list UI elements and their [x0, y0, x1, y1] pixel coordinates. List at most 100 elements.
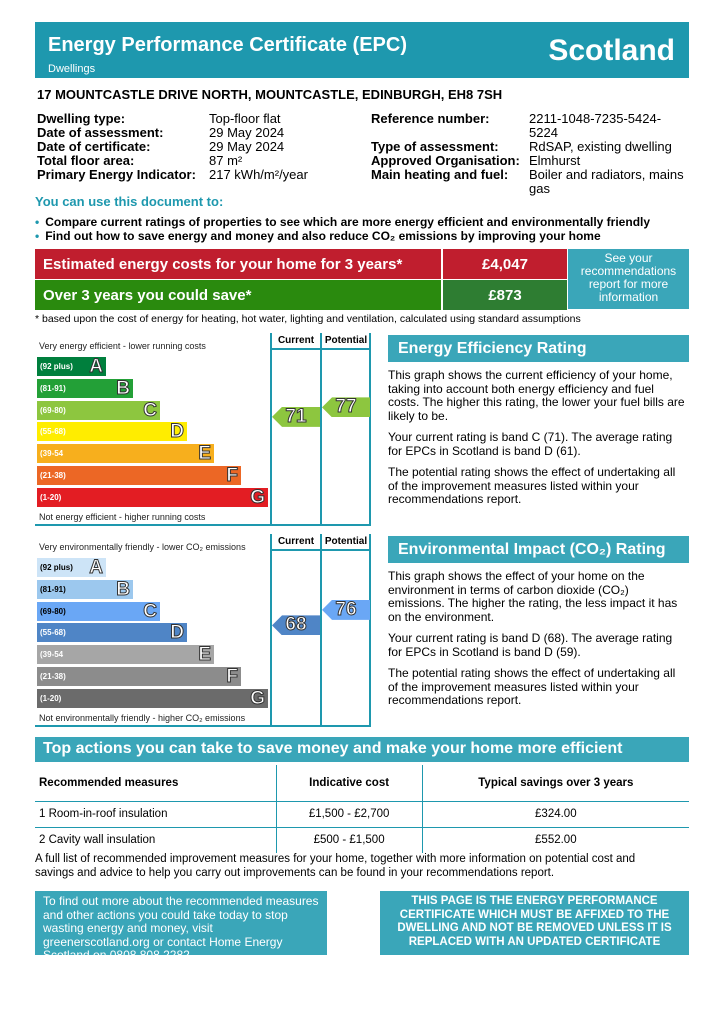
divider-line	[270, 549, 371, 551]
detail-label: Type of assessment:	[371, 139, 499, 154]
detail-label: Date of assessment:	[37, 125, 164, 140]
band-letter: C	[143, 399, 158, 421]
band-letter: C	[143, 600, 158, 622]
estimated-cost-row: Estimated energy costs for your home for…	[35, 249, 567, 279]
band-letter: G	[250, 687, 266, 709]
property-address: 17 MOUNTCASTLE DRIVE NORTH, MOUNTCASTLE,…	[37, 87, 503, 102]
band-letter: D	[170, 421, 185, 443]
detail-value: 2211-1048-7235-5424-5224	[529, 111, 662, 140]
band-range: (55-68)	[40, 628, 66, 638]
detail-value: Top-floor flat	[209, 111, 281, 126]
band-letter: G	[250, 486, 266, 508]
detail-label: Primary Energy Indicator:	[37, 167, 196, 182]
band-range: (21-38)	[40, 672, 66, 681]
band-letter: B	[116, 377, 131, 399]
divider-line	[270, 534, 272, 725]
estimated-cost-label: Estimated energy costs for your home for…	[35, 249, 441, 279]
band-range: (39-54	[40, 449, 64, 459]
column-header: Typical savings over 3 years	[422, 765, 689, 802]
potential-rating-arrow: 77	[322, 397, 370, 418]
detail-value: RdSAP, existing dwelling	[529, 139, 672, 154]
table-row: 2 Cavity wall insulation £500 - £1,500 £55…	[35, 827, 689, 853]
band-range: (1-20)	[40, 693, 62, 703]
measure-cell: 1 Room-in-roof insulation	[35, 801, 277, 828]
divider-line	[369, 534, 371, 725]
band-range: (81-91)	[40, 383, 66, 393]
band-range: (55-68)	[40, 427, 66, 437]
current-column-header: Current	[277, 335, 315, 346]
rating-band-a: (92 plus) A	[37, 356, 106, 378]
detail-value: Boiler and radiators, mains gas	[529, 167, 684, 196]
top-caption: Very environmentally friendly - lower CO…	[39, 542, 246, 552]
rating-band-c: (69-80) C	[37, 399, 160, 421]
current-column-header: Current	[277, 536, 315, 547]
rating-band-b: (81-91) B	[37, 377, 133, 399]
table-row: 1 Room-in-roof insulation £1,500 - £2,700…	[35, 801, 689, 828]
cost-cell: £1,500 - £2,700	[275, 801, 423, 828]
bullet-text: Compare current ratings of properties to…	[45, 215, 651, 229]
band-range: (69-80)	[40, 405, 66, 415]
detail-label: Dwelling type:	[37, 111, 126, 126]
detail-label: Reference number:	[371, 111, 490, 126]
rating-band-d: (55-68) D	[37, 622, 187, 644]
energy-rating-text: This graph shows the current efficiency …	[388, 368, 688, 515]
savings-label: Over 3 years you could save*	[35, 280, 441, 310]
detail-value: 29 May 2024	[209, 139, 285, 154]
rating-band-a: (92 plus) A	[37, 557, 106, 579]
band-letter: A	[89, 356, 104, 378]
divider-line	[320, 333, 322, 524]
top-caption: Very energy efficient - lower running co…	[39, 341, 206, 351]
potential-column-header: Potential	[324, 536, 368, 547]
band-letter: E	[198, 644, 212, 666]
band-range: (39-54	[40, 650, 64, 660]
energy-rating-heading: Energy Efficiency Rating	[388, 335, 689, 362]
band-range: (81-91)	[40, 584, 66, 594]
band-range: (1-20)	[40, 492, 62, 502]
potential-rating-arrow: 76	[322, 599, 370, 620]
divider-line	[369, 333, 371, 524]
band-letter: A	[89, 557, 104, 579]
affix-notice-box: THIS PAGE IS THE ENERGY PERFORMANCE CERT…	[380, 891, 689, 955]
detail-label: Main heating and fuel:	[371, 167, 509, 182]
paragraph: This graph shows the effect of your home…	[388, 569, 678, 624]
detail-value: 217 kWh/m²/year	[209, 167, 308, 182]
band-range: (92 plus)	[40, 362, 73, 371]
bullet-item: • Compare current ratings of properties t…	[35, 215, 651, 229]
savings-cell: £552.00	[535, 834, 577, 847]
column-header: Indicative cost	[275, 765, 423, 802]
rating-band-g: (1-20) G	[37, 687, 268, 709]
paragraph: The potential rating shows the effect of…	[388, 666, 676, 707]
paragraph: This graph shows the current efficiency …	[388, 368, 685, 423]
paragraph: Your current rating is band D (68). The …	[388, 631, 673, 659]
top-actions-heading: Top actions you can take to save money a…	[35, 737, 689, 762]
env-rating-heading: Environmental Impact (CO₂) Rating	[388, 536, 689, 563]
recommendations-table: Recommended measures Indicative cost Typic…	[35, 765, 689, 853]
detail-label: Total floor area:	[37, 153, 135, 168]
rating-band-c: (69-80) C	[37, 600, 160, 622]
band-range: (92 plus)	[40, 563, 73, 572]
find-out-more-box: To find out more about the recommended m…	[35, 891, 327, 962]
column-header: Recommended measures	[35, 765, 277, 802]
savings-value: £873	[443, 280, 567, 310]
energy-efficiency-chart: Current Potential Very energy efficient - …	[35, 333, 371, 526]
measure-cell: 2 Cavity wall insulation	[39, 834, 156, 847]
rating-band-b: (81-91) B	[37, 578, 133, 600]
bullet-text: Find out how to save energy and money an…	[45, 229, 601, 243]
header-banner: Energy Performance Certificate (EPC) Dwe…	[35, 22, 689, 78]
estimated-cost-value: £4,047	[443, 249, 567, 279]
detail-value: 29 May 2024	[209, 125, 285, 140]
cost-cell: £500 - £1,500	[275, 827, 423, 853]
divider-line	[320, 534, 322, 725]
env-rating-text: This graph shows the effect of your home…	[388, 569, 688, 716]
paragraph: The potential rating shows the effect of…	[388, 465, 676, 506]
detail-label: Approved Organisation:	[371, 153, 520, 168]
full-list-note: A full list of recommended improvement m…	[35, 853, 636, 879]
rating-band-d: (55-68) D	[37, 421, 187, 443]
band-letter: F	[226, 465, 239, 487]
savings-row: Over 3 years you could save* £873	[35, 280, 567, 310]
details-left: Dwelling type: Top-floor flat Date of ass…	[37, 112, 308, 182]
detail-value: 87 m²	[209, 153, 243, 168]
rating-band-f: (21-38) F	[37, 465, 241, 487]
band-range: (21-38)	[40, 471, 66, 480]
region-label: Scotland	[548, 34, 675, 67]
